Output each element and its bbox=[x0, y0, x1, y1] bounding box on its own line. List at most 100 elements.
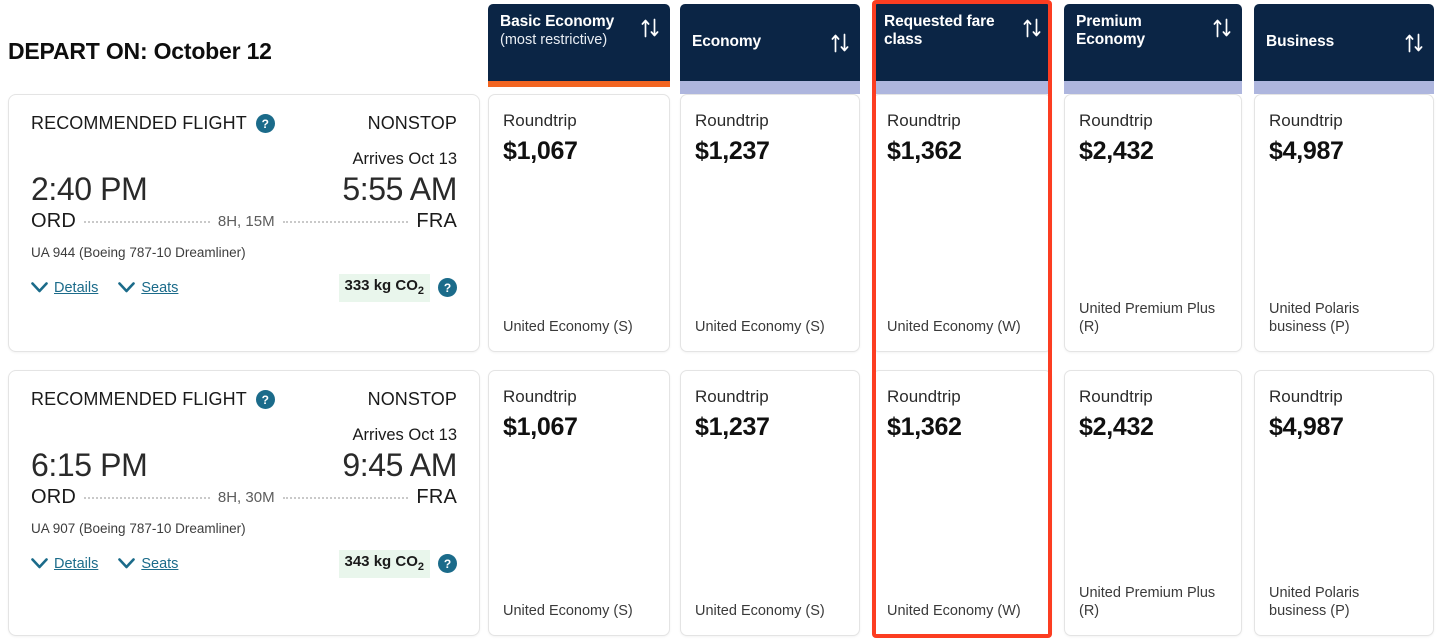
origin-airport-code: ORD bbox=[31, 486, 77, 508]
recommended-flight-label: RECOMMENDED FLIGHT bbox=[31, 389, 247, 409]
fare-price: $4,987 bbox=[1269, 137, 1344, 166]
trip-type-label: Roundtrip bbox=[1269, 111, 1343, 130]
help-icon[interactable]: ? bbox=[438, 554, 457, 574]
co2-badge: 333 kg CO2 bbox=[338, 274, 430, 302]
route-row: ORD 8H, 30M FRA bbox=[31, 486, 457, 509]
fare-column-accent-bar bbox=[680, 81, 860, 94]
fare-product-name: United Premium Plus (R) bbox=[1079, 584, 1216, 620]
flight-links: Details Seats bbox=[31, 280, 178, 296]
chevron-down-icon bbox=[31, 558, 48, 569]
fare-column-header[interactable]: Basic Economy (most restrictive) bbox=[488, 4, 670, 81]
fare-column-title: Requested fare class bbox=[884, 13, 995, 49]
fare-column-header[interactable]: Requested fare class bbox=[872, 4, 1052, 81]
route-line-right bbox=[282, 220, 409, 223]
sort-updown-icon[interactable] bbox=[1212, 17, 1232, 39]
sort-updown-icon[interactable] bbox=[640, 17, 660, 39]
flight-duration: 8H, 30M bbox=[217, 489, 275, 506]
fare-column-header[interactable]: Economy bbox=[680, 4, 860, 81]
times-row: 2:40 PM 5:55 AM bbox=[31, 171, 457, 208]
recommended-flight-label: RECOMMENDED FLIGHT bbox=[31, 113, 247, 133]
fare-column-title: Economy bbox=[692, 33, 762, 51]
trip-type-label: Roundtrip bbox=[695, 111, 769, 130]
fare-cell[interactable]: Roundtrip $1,067 United Economy (S) bbox=[488, 370, 670, 636]
fare-cell[interactable]: Roundtrip $2,432 United Premium Plus (R) bbox=[1064, 370, 1242, 636]
chevron-down-icon bbox=[118, 558, 136, 569]
fare-column-accent-bar bbox=[1064, 81, 1242, 94]
help-icon[interactable]: ? bbox=[255, 114, 275, 133]
fare-price: $1,362 bbox=[887, 413, 962, 442]
sort-updown-icon[interactable] bbox=[1404, 32, 1424, 54]
fare-column-header[interactable]: Business bbox=[1254, 4, 1434, 81]
destination-airport-code: FRA bbox=[416, 210, 458, 232]
flight-card-footer: Details Seats 343 kg CO2 ? bbox=[31, 550, 457, 578]
chevron-down-icon bbox=[118, 282, 136, 293]
recommended-flight-group: RECOMMENDED FLIGHT ? bbox=[31, 113, 275, 134]
destination-airport-code: FRA bbox=[416, 486, 458, 508]
route-row: ORD 8H, 15M FRA bbox=[31, 210, 457, 233]
co2-subscript: 2 bbox=[417, 561, 424, 573]
fare-column-header-text: Economy bbox=[692, 33, 830, 51]
fare-column-header-text: Requested fare class bbox=[884, 13, 1022, 49]
arrival-date-label: Arrives Oct 13 bbox=[352, 150, 457, 168]
details-link[interactable]: Details bbox=[31, 280, 98, 296]
fare-product-name: United Economy (W) bbox=[887, 603, 1021, 620]
fare-cell[interactable]: Roundtrip $2,432 United Premium Plus (R) bbox=[1064, 94, 1242, 352]
trip-type-label: Roundtrip bbox=[887, 387, 961, 406]
fare-column-header[interactable]: Premium Economy bbox=[1064, 4, 1242, 81]
fare-product-name: United Economy (S) bbox=[503, 319, 633, 336]
co2-value: 333 kg CO bbox=[344, 277, 418, 294]
fare-column-header-text: Business bbox=[1266, 33, 1404, 51]
co2-badge: 343 kg CO2 bbox=[338, 550, 430, 578]
page-title: DEPART ON: October 12 bbox=[8, 38, 272, 64]
seats-link-label: Seats bbox=[141, 279, 179, 296]
fare-column-title: Basic Economy bbox=[500, 13, 615, 30]
co2-group: 343 kg CO2 ? bbox=[338, 550, 457, 578]
sort-updown-icon[interactable] bbox=[1022, 17, 1042, 39]
flight-links: Details Seats bbox=[31, 556, 178, 572]
fare-price: $2,432 bbox=[1079, 137, 1154, 166]
flight-card-header: RECOMMENDED FLIGHT ? NONSTOP bbox=[31, 113, 457, 134]
fare-product-name: United Economy (W) bbox=[887, 319, 1021, 336]
fare-price: $1,067 bbox=[503, 137, 578, 166]
arrival-time: 9:45 AM bbox=[342, 447, 457, 483]
fare-cell[interactable]: Roundtrip $1,362 United Economy (W) bbox=[872, 94, 1052, 352]
co2-group: 333 kg CO2 ? bbox=[338, 274, 457, 302]
sort-updown-icon[interactable] bbox=[830, 32, 850, 54]
help-icon[interactable]: ? bbox=[255, 390, 275, 409]
fare-cell[interactable]: Roundtrip $4,987 United Polaris business… bbox=[1254, 370, 1434, 636]
fare-price: $1,237 bbox=[695, 413, 770, 442]
fare-cell[interactable]: Roundtrip $1,237 United Economy (S) bbox=[680, 370, 860, 636]
flight-card[interactable]: RECOMMENDED FLIGHT ? NONSTOP Arrives Oct… bbox=[8, 370, 480, 636]
chevron-down-icon bbox=[31, 282, 48, 293]
details-link[interactable]: Details bbox=[31, 556, 98, 572]
fare-cell[interactable]: Roundtrip $1,067 United Economy (S) bbox=[488, 94, 670, 352]
fare-column-requested-fare-class: Requested fare class Roundtrip $1,362 Un… bbox=[872, 0, 1052, 641]
fare-price: $4,987 bbox=[1269, 413, 1344, 442]
details-link-label: Details bbox=[54, 555, 99, 572]
fare-cell[interactable]: Roundtrip $1,362 United Economy (W) bbox=[872, 370, 1052, 636]
fare-column-economy: Economy Roundtrip $1,237 United Economy … bbox=[680, 0, 860, 641]
co2-value: 343 kg CO bbox=[344, 553, 418, 570]
departure-time: 2:40 PM bbox=[31, 171, 148, 207]
aircraft-info: UA 944 (Boeing 787-10 Dreamliner) bbox=[31, 245, 246, 260]
route-line-right bbox=[282, 496, 409, 499]
recommended-flight-group: RECOMMENDED FLIGHT ? bbox=[31, 389, 275, 410]
flight-duration: 8H, 15M bbox=[217, 213, 275, 230]
details-link-label: Details bbox=[54, 279, 99, 296]
origin-airport-code: ORD bbox=[31, 210, 77, 232]
seats-link[interactable]: Seats bbox=[118, 280, 178, 296]
route-line-left bbox=[84, 496, 210, 499]
trip-type-label: Roundtrip bbox=[1079, 111, 1153, 130]
fare-cell[interactable]: Roundtrip $4,987 United Polaris business… bbox=[1254, 94, 1434, 352]
flight-card-footer: Details Seats 333 kg CO2 ? bbox=[31, 274, 457, 302]
help-icon[interactable]: ? bbox=[438, 278, 457, 298]
fare-column-accent-bar bbox=[1254, 81, 1434, 94]
fare-cell[interactable]: Roundtrip $1,237 United Economy (S) bbox=[680, 94, 860, 352]
aircraft-info: UA 907 (Boeing 787-10 Dreamliner) bbox=[31, 521, 246, 536]
fare-product-name: United Premium Plus (R) bbox=[1079, 300, 1216, 336]
flight-card[interactable]: RECOMMENDED FLIGHT ? NONSTOP Arrives Oct… bbox=[8, 94, 480, 352]
seats-link[interactable]: Seats bbox=[118, 556, 178, 572]
departure-time: 6:15 PM bbox=[31, 447, 148, 483]
fare-column-header-text: Premium Economy bbox=[1076, 13, 1212, 49]
seats-link-label: Seats bbox=[141, 555, 179, 572]
